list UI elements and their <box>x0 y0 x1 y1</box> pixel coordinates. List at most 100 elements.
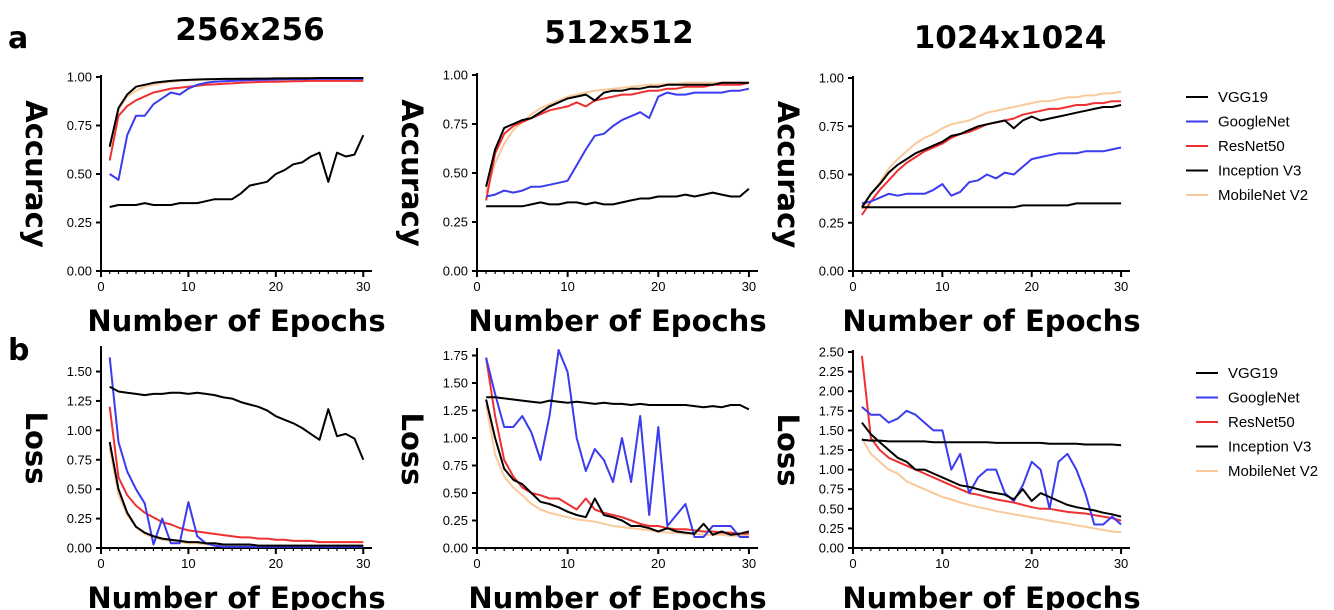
x-axis-label: Number of Epochs <box>87 581 385 610</box>
x-axis-label: Number of Epochs <box>842 581 1140 610</box>
y-tick-label: 1.00 <box>443 431 468 446</box>
chart-4: 0.00 0.25 0.50 0.75 1.00 1.25 1.50 0 10 20 30 Numbe… <box>19 346 386 610</box>
y-tick-label: 1.50 <box>67 364 92 379</box>
legend-accuracy: VGG19 GoogleNet ResNet50 Inception V3 Mobile… <box>1186 89 1308 204</box>
x-tick-label: 30 <box>1114 279 1128 294</box>
y-tick-label: 0.75 <box>443 458 468 473</box>
legend-item-label: Inception V3 <box>1218 163 1301 180</box>
series-line-googlenet <box>861 406 1122 526</box>
series-line-vgg19 <box>108 77 364 148</box>
x-tick-label: 20 <box>269 279 283 294</box>
panel-label-a: a <box>8 21 28 56</box>
x-tick-label: 0 <box>473 556 480 571</box>
y-tick-label: 0.00 <box>67 264 92 279</box>
y-tick-label: 1.00 <box>819 71 844 86</box>
chart-2: 0.00 0.25 0.50 0.75 1.00 0 10 20 30 Number of Epo… <box>395 68 767 339</box>
y-tick-label: 1.50 <box>443 376 468 391</box>
y-tick-label: 1.25 <box>443 403 468 418</box>
y-axis-label: Loss <box>19 412 53 485</box>
y-tick-label: 1.00 <box>443 68 468 83</box>
series-line-resnet50 <box>485 357 749 535</box>
y-tick-label: 0.25 <box>67 511 92 526</box>
series-line-inception-v3 <box>861 202 1122 209</box>
series-line-resnet50 <box>860 355 1122 522</box>
y-tick-label: 0.50 <box>443 166 468 181</box>
series-line-inception-v3 <box>109 134 365 208</box>
series-line-resnet50 <box>485 81 750 201</box>
legend-item-label: GoogleNet <box>1228 390 1301 407</box>
x-tick-label: 0 <box>473 279 480 294</box>
legend-item-label: ResNet50 <box>1218 138 1285 155</box>
series-line-vgg19 <box>485 81 749 187</box>
legend-item-label: MobileNet V2 <box>1228 463 1318 480</box>
y-tick-label: 0.75 <box>819 482 844 497</box>
series-line-mobilenet-v2 <box>108 447 364 547</box>
x-tick-label: 20 <box>651 556 665 571</box>
x-tick-label: 20 <box>1024 556 1038 571</box>
panel-label-b: b <box>8 333 29 368</box>
y-tick-label: 1.00 <box>819 462 844 477</box>
y-tick-label: 0.25 <box>819 521 844 536</box>
x-tick-label: 30 <box>356 556 370 571</box>
x-tick-label: 10 <box>181 556 195 571</box>
column-title-2: 512x512 <box>544 15 693 51</box>
y-tick-label: 1.00 <box>67 423 92 438</box>
y-tick-label: 2.25 <box>819 364 844 379</box>
y-tick-label: 1.75 <box>819 403 844 418</box>
y-axis-label: Loss <box>395 413 429 486</box>
series-line-mobilenet-v2 <box>485 81 749 193</box>
y-tick-label: 0.00 <box>819 264 844 279</box>
x-tick-label: 10 <box>560 279 574 294</box>
y-tick-label: 0.75 <box>443 117 468 132</box>
series-line-inception-v3 <box>109 385 365 461</box>
y-tick-label: 0.50 <box>67 167 92 182</box>
x-tick-label: 0 <box>849 279 856 294</box>
series-line-vgg19 <box>861 104 1122 208</box>
legend-item-label: ResNet50 <box>1228 414 1295 431</box>
y-tick-label: 1.75 <box>443 348 468 363</box>
x-tick-label: 20 <box>1024 279 1038 294</box>
chart-6: 0.00 0.25 0.50 0.75 1.00 1.25 1.50 1.75 2.00 2.25… <box>771 345 1141 610</box>
x-axis-label: Number of Epochs <box>87 304 385 338</box>
x-tick-label: 10 <box>181 279 195 294</box>
legend-loss: VGG19 GoogleNet ResNet50 Inception V3 Mobile… <box>1196 365 1318 480</box>
x-tick-label: 10 <box>560 556 574 571</box>
y-tick-label: 1.25 <box>67 393 92 408</box>
column-title-3: 1024x1024 <box>914 20 1107 56</box>
x-axis-label: Number of Epochs <box>842 304 1140 338</box>
legend-item-label: VGG19 <box>1218 89 1268 106</box>
chart-1: 0.00 0.25 0.50 0.75 1.00 0 10 20 30 Number of Epo… <box>19 70 386 339</box>
y-tick-label: 0.25 <box>819 215 844 230</box>
y-tick-label: 0.00 <box>67 541 92 556</box>
x-tick-label: 0 <box>97 556 104 571</box>
series-line-vgg19 <box>108 441 364 547</box>
y-tick-label: 0.50 <box>819 501 844 516</box>
x-tick-label: 30 <box>356 279 370 294</box>
series-line-googlenet <box>485 87 750 198</box>
series-line-googlenet <box>485 349 749 538</box>
legend-item-label: MobileNet V2 <box>1218 187 1308 204</box>
y-tick-label: 0.75 <box>67 118 92 133</box>
x-axis-label: Number of Epochs <box>468 581 766 610</box>
y-axis-label: Accuracy <box>19 100 53 248</box>
y-tick-label: 0.75 <box>819 119 844 134</box>
y-tick-label: 2.50 <box>819 345 844 360</box>
series-line-inception-v3 <box>486 396 750 411</box>
x-tick-label: 30 <box>742 279 756 294</box>
y-tick-label: 1.50 <box>819 423 844 438</box>
series-line-vgg19 <box>861 421 1122 518</box>
legend-item-label: VGG19 <box>1228 365 1278 382</box>
charts-layer: 0.00 0.25 0.50 0.75 1.00 0 10 20 30 Number of Epo… <box>19 68 1141 610</box>
column-title-1: 256x256 <box>175 12 324 48</box>
y-axis-label: Accuracy <box>771 101 805 249</box>
y-tick-label: 1.00 <box>67 70 92 85</box>
series-line-resnet50 <box>861 100 1122 216</box>
x-tick-label: 30 <box>742 556 756 571</box>
series-line-vgg19 <box>485 399 750 536</box>
chart-3: 0.00 0.25 0.50 0.75 1.00 0 10 20 30 Number of Epo… <box>771 71 1141 339</box>
y-tick-label: 0.25 <box>67 215 92 230</box>
x-tick-label: 0 <box>97 279 104 294</box>
legend-item-label: Inception V3 <box>1228 439 1311 456</box>
series-line-resnet50 <box>108 406 364 544</box>
series-line-mobilenet-v2 <box>861 90 1122 210</box>
